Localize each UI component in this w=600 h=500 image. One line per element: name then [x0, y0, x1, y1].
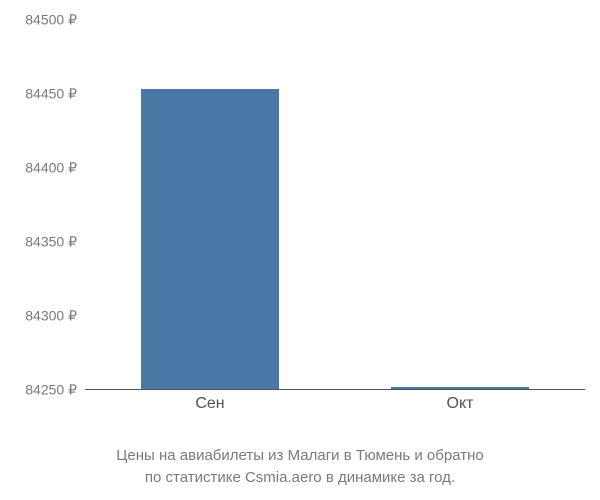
caption-line-1: Цены на авиабилеты из Малаги в Тюмень и …	[116, 447, 483, 464]
x-axis-labels: Сен Окт	[85, 395, 585, 425]
y-axis: 84250 ₽ 84300 ₽ 84350 ₽ 84400 ₽ 84450 ₽ 84500…	[0, 0, 85, 440]
y-tick-label: 84500 ₽	[25, 12, 77, 29]
plot-area	[85, 20, 585, 390]
y-tick-label: 84300 ₽	[25, 308, 77, 325]
y-tick-label: 84450 ₽	[25, 86, 77, 103]
y-tick-label: 84250 ₽	[25, 382, 77, 399]
bar	[391, 387, 529, 389]
bar	[141, 89, 279, 389]
chart-caption: Цены на авиабилеты из Малаги в Тюмень и …	[0, 445, 600, 489]
y-tick-label: 84350 ₽	[25, 234, 77, 251]
x-tick-label: Окт	[447, 395, 474, 413]
x-tick-label: Сен	[195, 395, 224, 413]
y-tick-label: 84400 ₽	[25, 160, 77, 177]
price-chart: 84250 ₽ 84300 ₽ 84350 ₽ 84400 ₽ 84450 ₽ 84500…	[0, 0, 600, 440]
caption-line-2: по статистике Csmia.aero в динамике за г…	[145, 469, 455, 486]
